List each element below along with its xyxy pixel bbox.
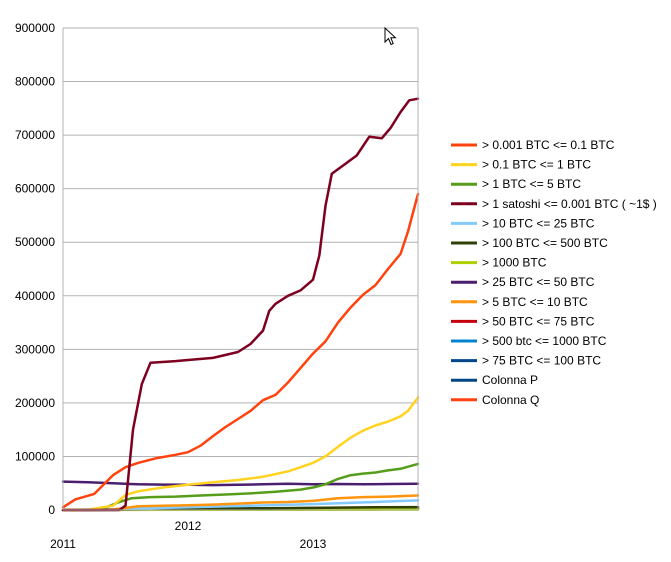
y-tick-label: 400000 [15,289,55,303]
grid-lines [63,27,418,511]
series-line-0 [61,192,420,509]
series-line-8 [61,494,420,512]
legend-label: > 25 BTC <= 50 BTC [482,275,595,289]
x-tick-label: 2013 [300,537,327,551]
chart-legend: > 0.001 BTC <= 0.1 BTC > 0.1 BTC <= 1 BTC… [451,138,657,407]
legend-label: > 1 satoshi <= 0.001 BTC ( ~1$ ) [482,197,657,211]
y-tick-label: 700000 [15,128,55,142]
y-axis-ticks: 0 100000 200000 300000 400000 500000 600000 700… [15,21,55,517]
y-tick-label: 200000 [15,396,55,410]
plot-series [61,97,420,512]
legend-label: > 100 BTC <= 500 BTC [482,236,608,250]
y-tick-label: 100000 [15,449,55,463]
legend-label: > 1000 BTC [482,256,547,270]
mouse-pointer-icon [384,27,397,46]
plot-frame [62,28,419,511]
legend-label: > 0.1 BTC <= 1 BTC [482,158,591,172]
legend-label: > 500 btc <= 1000 BTC [482,334,607,348]
y-tick-label: 600000 [15,182,55,196]
x-tick-label: 2012 [175,519,202,533]
series-line-2 [61,462,420,512]
x-tick-label: 2011 [50,537,76,551]
y-tick-label: 900000 [15,21,55,35]
legend-label: > 1 BTC <= 5 BTC [482,177,581,191]
series-line-7 [61,480,420,487]
legend-label: > 0.001 BTC <= 0.1 BTC [482,138,615,152]
series-line-1 [61,396,420,512]
y-tick-label: 500000 [15,235,55,249]
legend-label: Colonna Q [482,393,539,407]
x-axis-ticks: 2011 2012 2013 [50,519,327,551]
legend-label: Colonna P [482,373,538,387]
y-tick-label: 300000 [15,342,55,356]
series-line-3 [61,97,420,512]
legend-label: > 5 BTC <= 10 BTC [482,295,588,309]
legend-label: > 75 BTC <= 100 BTC [482,354,601,368]
y-tick-label: 0 [48,503,55,517]
y-tick-label: 800000 [15,75,55,89]
legend-label: > 50 BTC <= 75 BTC [482,314,595,328]
legend-label: > 10 BTC <= 25 BTC [482,216,595,230]
